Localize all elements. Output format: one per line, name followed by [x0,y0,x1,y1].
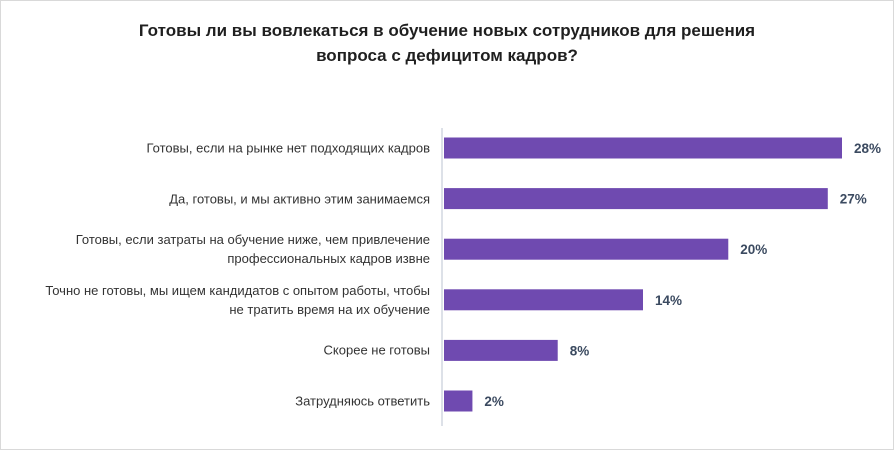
data-label: 27% [840,192,867,207]
category-label: Затрудняюсь ответить [0,392,430,411]
bar [444,339,558,361]
category-label-line: не тратить время на их обучение [229,301,430,317]
data-label: 20% [740,242,767,257]
category-label: Готовы, если затраты на обучение ниже, ч… [0,230,430,268]
category-label-line: Скорее не готовы [323,342,430,358]
data-label: 8% [570,343,590,358]
category-label-line: Затрудняюсь ответить [295,393,430,409]
chart-title-line-2: вопроса с дефицитом кадров? [316,46,578,65]
bar [444,238,729,260]
category-label-line: Точно не готовы, мы ищем кандидатов с оп… [45,282,430,298]
bar [444,390,473,412]
data-label: 2% [484,394,504,409]
category-label-line: Да, готовы, и мы активно этим занимаемся [169,191,430,207]
category-label: Точно не готовы, мы ищем кандидатов с оп… [0,281,430,319]
category-label: Да, готовы, и мы активно этим занимаемся [0,189,430,208]
bar [444,289,643,311]
bar [444,137,842,159]
category-label: Скорее не готовы [0,341,430,360]
category-label-line: Готовы, если на рынке нет подходящих кад… [146,140,430,156]
chart-title-line-1: Готовы ли вы вовлекаться в обучение новы… [138,21,756,40]
chart-title: Готовы ли вы вовлекаться в обучение новы… [0,18,894,68]
category-label: Готовы, если на рынке нет подходящих кад… [0,139,430,158]
data-label: 14% [655,293,682,308]
bar [444,188,828,210]
data-label: 28% [854,141,881,156]
category-label-line: Готовы, если затраты на обучение ниже, ч… [75,232,430,248]
category-label-line: профессиональных кадров извне [227,251,430,267]
